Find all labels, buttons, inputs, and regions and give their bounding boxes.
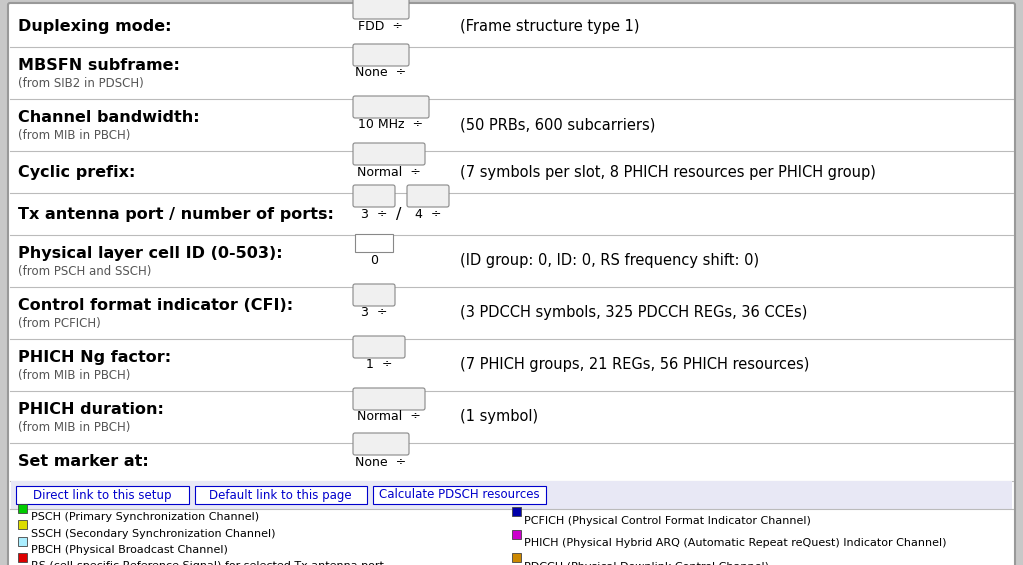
FancyBboxPatch shape: [8, 3, 1015, 565]
Text: 4  ÷: 4 ÷: [414, 207, 441, 220]
Text: (from MIB in PBCH): (from MIB in PBCH): [18, 129, 130, 142]
Text: Normal  ÷: Normal ÷: [357, 411, 420, 424]
Bar: [11, 481, 1012, 509]
FancyBboxPatch shape: [353, 336, 405, 358]
Bar: [194, 486, 367, 504]
Text: RS (cell-specific Reference Signal) for selected Tx antenna port: RS (cell-specific Reference Signal) for …: [31, 562, 384, 565]
Text: 3  ÷: 3 ÷: [361, 306, 388, 319]
FancyBboxPatch shape: [353, 143, 425, 165]
Bar: [18, 520, 27, 529]
Bar: [512, 553, 521, 562]
Text: 10 MHz  ÷: 10 MHz ÷: [358, 119, 424, 132]
Text: SSCH (Secondary Synchronization Channel): SSCH (Secondary Synchronization Channel): [31, 529, 275, 538]
FancyBboxPatch shape: [407, 185, 449, 207]
Bar: [18, 537, 27, 546]
Text: (ID group: 0, ID: 0, RS frequency shift: 0): (ID group: 0, ID: 0, RS frequency shift:…: [460, 254, 759, 268]
FancyBboxPatch shape: [353, 0, 409, 19]
Bar: [355, 234, 393, 252]
Text: None  ÷: None ÷: [355, 67, 406, 80]
Text: (3 PDCCH symbols, 325 PDCCH REGs, 36 CCEs): (3 PDCCH symbols, 325 PDCCH REGs, 36 CCE…: [460, 306, 807, 320]
Text: (from PCFICH): (from PCFICH): [18, 317, 100, 330]
Text: (from MIB in PBCH): (from MIB in PBCH): [18, 369, 130, 382]
FancyBboxPatch shape: [353, 433, 409, 455]
Text: (from SIB2 in PDSCH): (from SIB2 in PDSCH): [18, 77, 144, 90]
Text: (from PSCH and SSCH): (from PSCH and SSCH): [18, 265, 151, 278]
Text: PCFICH (Physical Control Format Indicator Channel): PCFICH (Physical Control Format Indicato…: [525, 515, 811, 525]
FancyBboxPatch shape: [353, 388, 425, 410]
Bar: [512, 507, 521, 516]
FancyBboxPatch shape: [353, 185, 395, 207]
Text: Physical layer cell ID (0-503):: Physical layer cell ID (0-503):: [18, 246, 282, 260]
Text: PSCH (Primary Synchronization Channel): PSCH (Primary Synchronization Channel): [31, 512, 259, 522]
Text: PBCH (Physical Broadcast Channel): PBCH (Physical Broadcast Channel): [31, 545, 228, 555]
Text: (7 symbols per slot, 8 PHICH resources per PHICH group): (7 symbols per slot, 8 PHICH resources p…: [460, 164, 876, 180]
Text: Cyclic prefix:: Cyclic prefix:: [18, 164, 135, 180]
Bar: [18, 553, 27, 562]
Text: (from MIB in PBCH): (from MIB in PBCH): [18, 421, 130, 434]
Text: Direct link to this setup: Direct link to this setup: [33, 489, 172, 502]
Text: Tx antenna port / number of ports:: Tx antenna port / number of ports:: [18, 206, 333, 221]
Text: (1 symbol): (1 symbol): [460, 410, 538, 424]
Text: (50 PRBs, 600 subcarriers): (50 PRBs, 600 subcarriers): [460, 118, 656, 133]
Text: PHICH Ng factor:: PHICH Ng factor:: [18, 350, 171, 364]
Text: 1  ÷: 1 ÷: [366, 359, 392, 372]
Text: MBSFN subframe:: MBSFN subframe:: [18, 58, 180, 73]
Text: Calculate PDSCH resources: Calculate PDSCH resources: [379, 489, 539, 502]
FancyBboxPatch shape: [353, 96, 429, 118]
Text: 3  ÷: 3 ÷: [361, 207, 388, 220]
Bar: [16, 486, 188, 504]
Text: Control format indicator (CFI):: Control format indicator (CFI):: [18, 298, 294, 312]
Bar: [512, 530, 521, 539]
Text: Default link to this page: Default link to this page: [210, 489, 352, 502]
Text: Duplexing mode:: Duplexing mode:: [18, 19, 172, 33]
Text: (7 PHICH groups, 21 REGs, 56 PHICH resources): (7 PHICH groups, 21 REGs, 56 PHICH resou…: [460, 358, 809, 372]
Bar: [373, 486, 545, 504]
Text: FDD  ÷: FDD ÷: [358, 20, 403, 33]
FancyBboxPatch shape: [353, 44, 409, 66]
Text: /: /: [396, 206, 402, 221]
Text: (Frame structure type 1): (Frame structure type 1): [460, 19, 639, 33]
Text: PHICH (Physical Hybrid ARQ (Automatic Repeat reQuest) Indicator Channel): PHICH (Physical Hybrid ARQ (Automatic Re…: [525, 538, 947, 549]
Text: 0: 0: [370, 254, 379, 267]
FancyBboxPatch shape: [353, 284, 395, 306]
Bar: [18, 504, 27, 512]
Text: PHICH duration:: PHICH duration:: [18, 402, 164, 417]
Text: Normal  ÷: Normal ÷: [357, 166, 420, 179]
Text: PDCCH (Physical Downlink Control Channel): PDCCH (Physical Downlink Control Channel…: [525, 562, 769, 565]
Text: None  ÷: None ÷: [355, 455, 406, 468]
Text: Channel bandwidth:: Channel bandwidth:: [18, 110, 199, 125]
Text: Set marker at:: Set marker at:: [18, 454, 148, 470]
